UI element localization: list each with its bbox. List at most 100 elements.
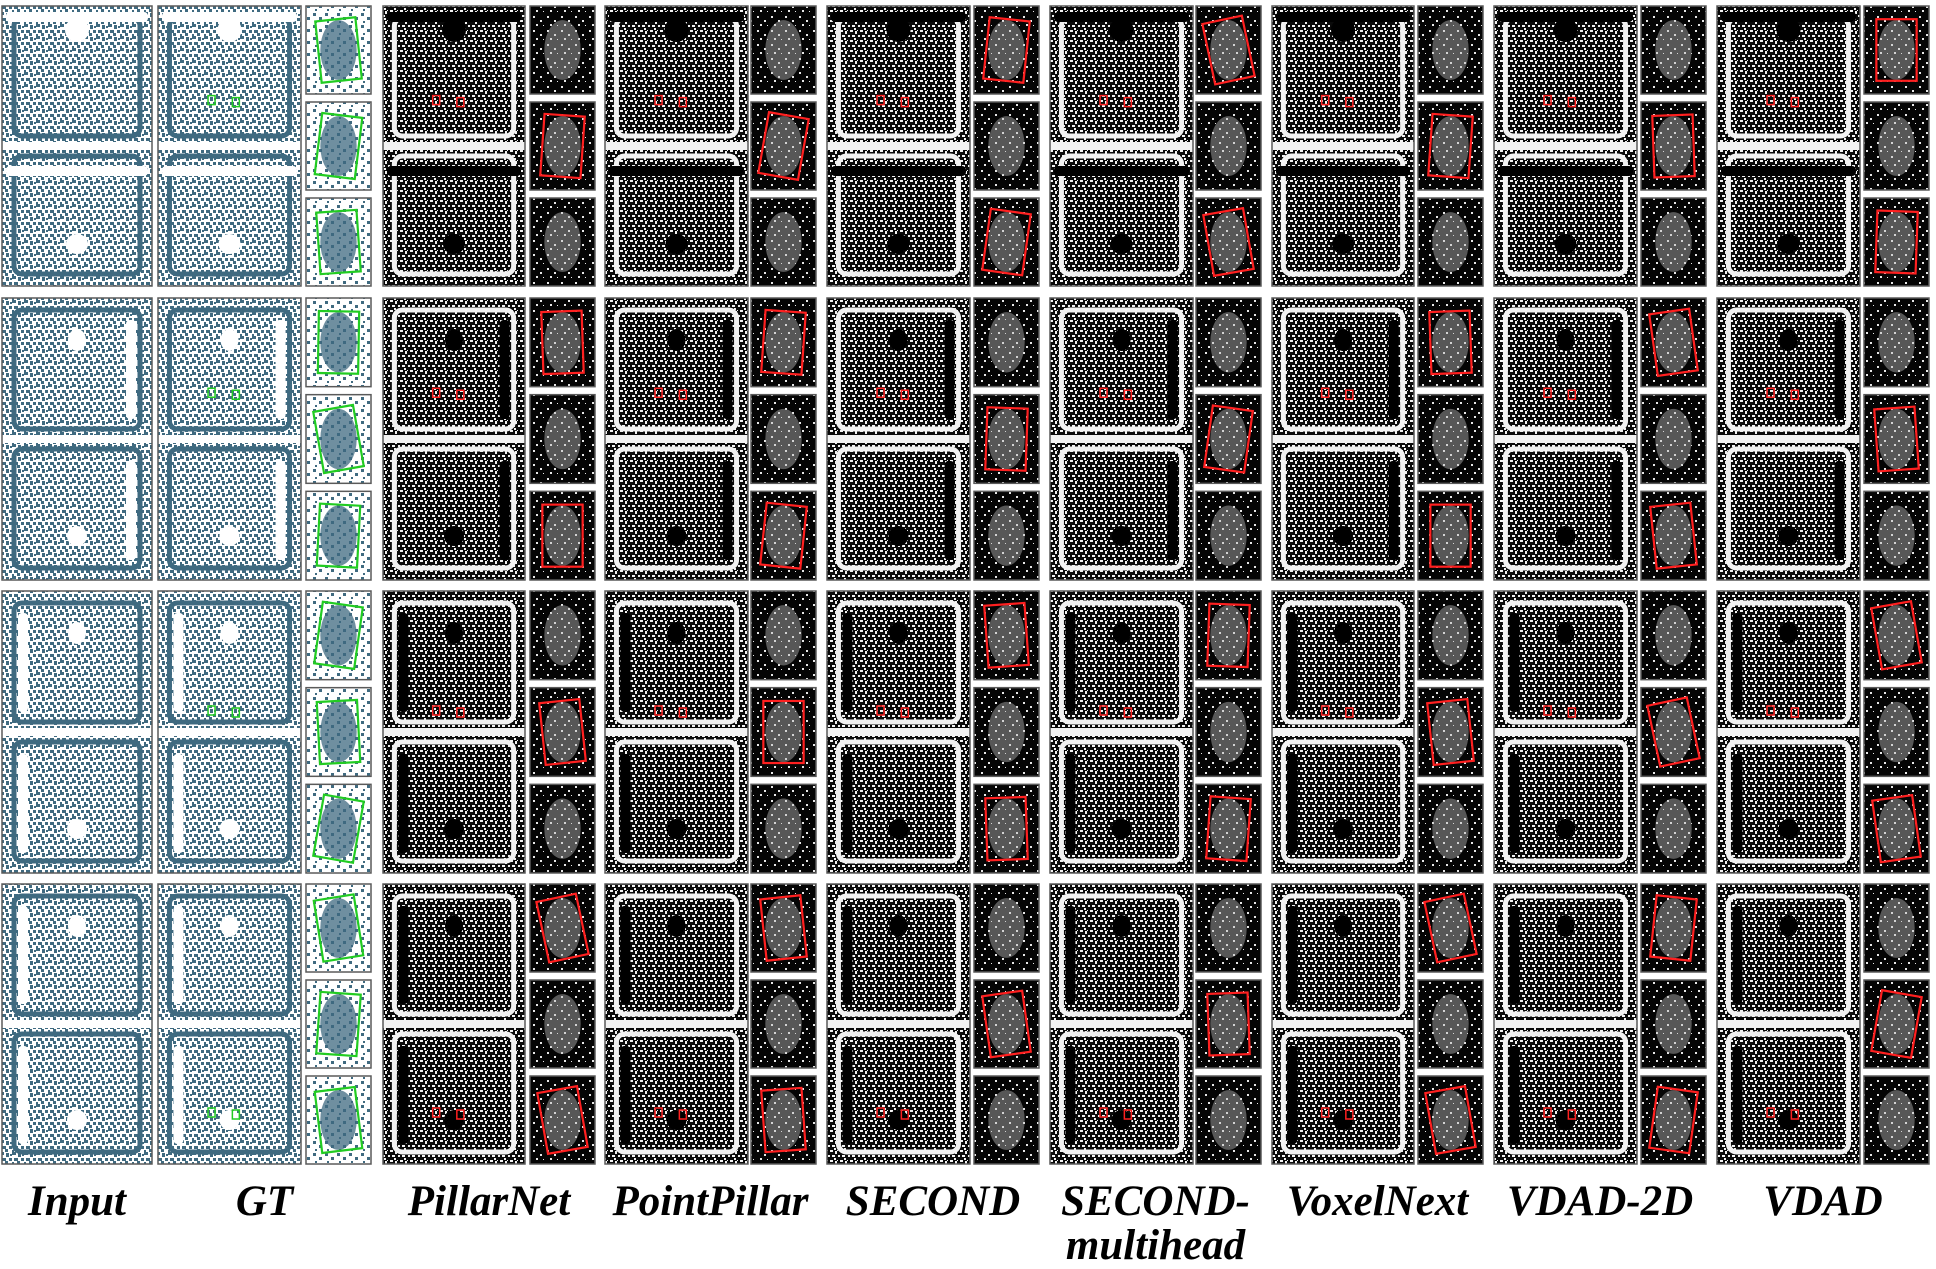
hole (443, 234, 465, 254)
gt-box (313, 1085, 364, 1155)
object-points (988, 505, 1025, 566)
hole (1555, 526, 1576, 546)
rim-bar (275, 461, 286, 560)
object-points (765, 798, 802, 859)
row-2-pointpillar (604, 297, 817, 581)
lower-bin-rim (1280, 446, 1406, 571)
pred-box (760, 1086, 807, 1154)
rim-bar (398, 906, 409, 1004)
lower-bin-rim (1725, 739, 1852, 864)
panel-border (382, 5, 526, 287)
hole (667, 622, 686, 644)
defect-box (876, 1107, 885, 1118)
crop-border (1417, 979, 1484, 1069)
crop-border (750, 393, 817, 485)
bin-divider (1272, 728, 1414, 736)
lower-bin-rim (11, 739, 143, 864)
crop-border (305, 883, 372, 973)
hole (66, 234, 88, 254)
hole (1554, 234, 1577, 254)
rim-bar (1834, 320, 1845, 419)
lower-bin-rim (1725, 1031, 1852, 1155)
crop-border (1417, 490, 1484, 581)
crop-border (1863, 490, 1930, 581)
crop-border (1195, 393, 1262, 485)
crop-panel (530, 491, 595, 580)
lower-bin-rim (11, 153, 143, 277)
hole (1778, 526, 1799, 546)
pred-box (1875, 18, 1918, 82)
hole (219, 526, 240, 546)
rim-bar (173, 1046, 184, 1144)
rim-bar (1509, 754, 1520, 853)
rim-bar (1509, 1046, 1520, 1144)
object-points (320, 408, 357, 470)
rim-bar (722, 320, 733, 419)
rim-bar (842, 906, 853, 1004)
object-points (765, 994, 802, 1054)
hole (444, 1110, 464, 1130)
object-points (765, 20, 802, 80)
panel-border (157, 297, 302, 581)
object-points (544, 212, 581, 272)
rim-bar (162, 12, 297, 22)
defect-box (1543, 1107, 1552, 1118)
crop-panel (1196, 491, 1261, 580)
panel-border (1, 297, 153, 581)
panel-border (382, 590, 526, 874)
rim-bar (944, 461, 955, 560)
crop-border (529, 783, 596, 874)
gt-box (315, 502, 362, 569)
crop-border (973, 1075, 1040, 1165)
hole (667, 329, 686, 351)
defect-box (1766, 94, 1775, 106)
object-points (765, 701, 802, 763)
rim-bar (1611, 320, 1622, 419)
hole (1110, 234, 1133, 254)
rim-bar (620, 906, 631, 1004)
defect-box (1567, 707, 1577, 718)
crop-border (529, 590, 596, 681)
bin-divider (1717, 1020, 1860, 1028)
object-points (988, 408, 1025, 470)
object-points (1878, 1090, 1915, 1150)
row-3-second (826, 590, 1040, 874)
crop-border (1195, 101, 1262, 191)
defect-box (1320, 705, 1330, 716)
bin-divider (827, 1020, 970, 1028)
lower-bin-rim (1280, 1031, 1406, 1155)
upper-bin-rim (1502, 307, 1629, 432)
panel-border (1271, 883, 1415, 1165)
row-2-pillarnet (382, 297, 596, 581)
object-points (1210, 798, 1247, 859)
crop-panel (1641, 1076, 1706, 1164)
crop-panel (530, 6, 595, 94)
hole (219, 1110, 240, 1130)
crop-border (305, 783, 372, 874)
crop-border (1195, 197, 1262, 287)
defect-box (431, 94, 441, 106)
pred-box (1648, 1085, 1699, 1155)
object-points (320, 605, 357, 666)
lower-bin-rim (166, 739, 293, 864)
defect-box (678, 389, 688, 400)
lower-bin-rim (835, 153, 962, 277)
rim-bar (1287, 613, 1298, 712)
hole (1778, 819, 1799, 839)
crop-border (973, 393, 1040, 485)
object-points (1432, 994, 1469, 1054)
rim-bar (1732, 906, 1743, 1004)
crop-panel (751, 102, 816, 190)
panel-border (604, 297, 749, 581)
crop-panel (1864, 591, 1929, 680)
rim-bar (173, 613, 184, 712)
lower-bin-rim (11, 1031, 143, 1155)
defect-box (1099, 705, 1108, 716)
crop-panel (1418, 394, 1483, 484)
crop-panel (1864, 298, 1929, 387)
object-points (1878, 116, 1915, 176)
hole (220, 622, 239, 644)
panel-border (604, 883, 749, 1165)
crop-border (1863, 101, 1930, 191)
object-points (544, 505, 581, 566)
